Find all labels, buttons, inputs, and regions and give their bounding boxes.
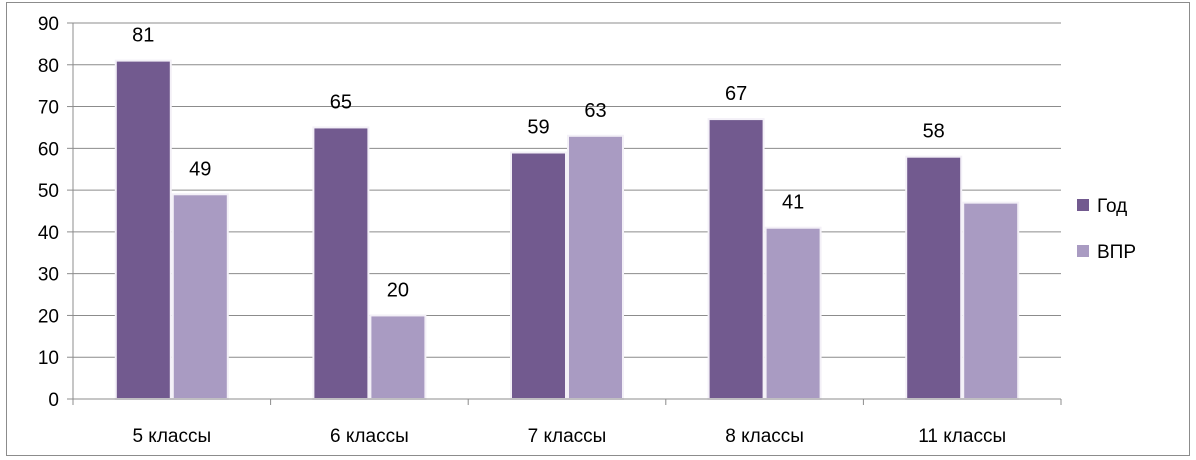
legend-label: ВПР xyxy=(1097,242,1136,263)
x-tick-label: 6 классы xyxy=(330,426,409,447)
bar-god xyxy=(312,126,370,400)
y-tick-label: 30 xyxy=(38,265,59,286)
data-labels: 81 49 65 20 59 63 67 41 58 xyxy=(132,25,945,302)
bars xyxy=(114,59,1020,401)
y-tick-label: 50 xyxy=(38,181,59,202)
legend-swatch xyxy=(1077,245,1089,257)
y-tick-label: 80 xyxy=(38,56,59,77)
legend-label: Год xyxy=(1097,196,1127,217)
y-tick-label: 70 xyxy=(38,98,59,119)
y-tick-label: 10 xyxy=(38,348,59,369)
y-tick-label: 40 xyxy=(38,223,59,244)
x-tick-label: 8 классы xyxy=(725,426,804,447)
bar-vpr xyxy=(962,201,1020,400)
x-tick-label: 11 классы xyxy=(918,426,1006,447)
data-label: 20 xyxy=(387,279,409,301)
y-tick-labels: 0 10 20 30 40 50 60 70 80 90 xyxy=(38,14,59,411)
data-label: 65 xyxy=(330,91,352,113)
bar-vpr xyxy=(171,193,229,400)
bar-god xyxy=(905,155,963,400)
data-label: 59 xyxy=(527,117,549,139)
x-tick-label: 5 классы xyxy=(132,426,211,447)
y-tick-label: 0 xyxy=(48,390,59,411)
data-label: 41 xyxy=(782,192,804,214)
legend-swatch xyxy=(1077,199,1089,211)
bar-vpr xyxy=(369,314,427,401)
x-tick-labels: 5 классы 6 классы 7 классы 8 классы 11 класс… xyxy=(132,426,1006,447)
axes xyxy=(67,22,1062,405)
legend: Год ВПР xyxy=(1077,196,1136,263)
data-label: 67 xyxy=(725,83,747,105)
bar-vpr xyxy=(567,134,624,401)
bar-vpr xyxy=(764,226,822,400)
bar-god xyxy=(114,59,172,400)
y-tick-label: 20 xyxy=(38,306,59,327)
data-label: 49 xyxy=(189,158,211,180)
data-label: 63 xyxy=(584,100,606,122)
y-tick-label: 60 xyxy=(38,139,59,160)
data-label: 81 xyxy=(132,25,154,47)
x-tick-label: 7 классы xyxy=(528,426,607,447)
data-label: 58 xyxy=(923,121,945,143)
y-tick-label: 90 xyxy=(38,14,59,35)
bar-god xyxy=(510,151,567,400)
bar-god xyxy=(707,118,765,400)
